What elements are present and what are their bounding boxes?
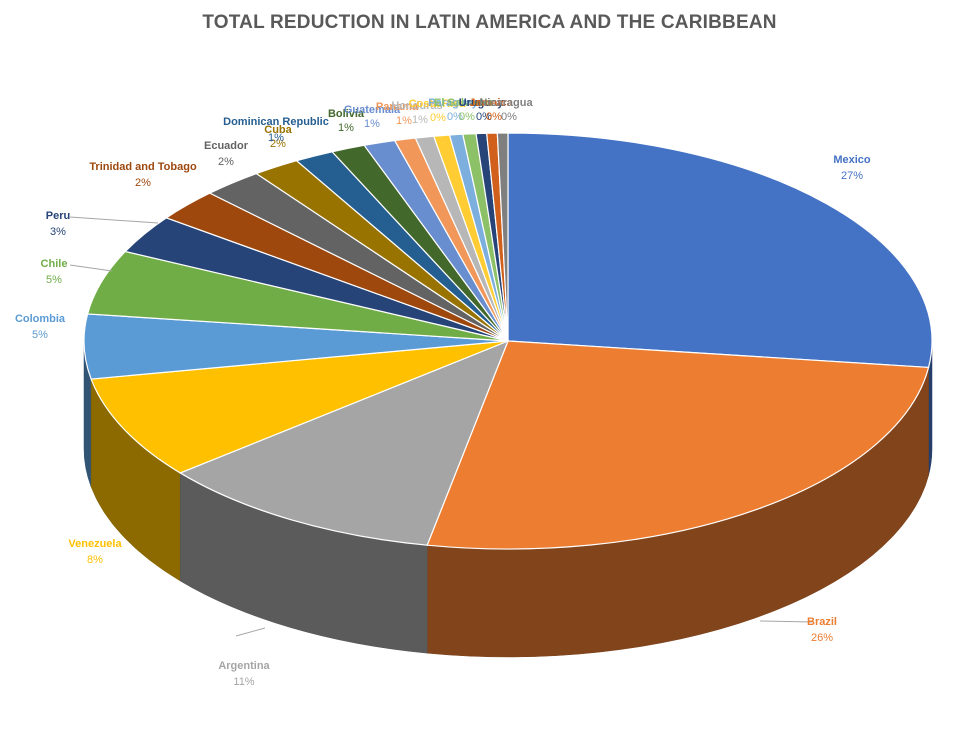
data-label-name: Costa Rica xyxy=(409,98,467,110)
data-label-name: Mexico xyxy=(833,154,871,166)
data-label-percent: 5% xyxy=(46,274,62,286)
data-label-percent: 26% xyxy=(811,632,833,644)
pie-slice-argentina[interactable] xyxy=(178,339,510,546)
data-label-percent: 2% xyxy=(270,138,286,150)
data-label-name: Argentina xyxy=(218,660,270,672)
leader-line-brazil xyxy=(759,620,813,623)
data-label-name: Ecuador xyxy=(204,140,249,152)
data-label-percent: 1% xyxy=(364,118,380,130)
data-label-name: Panama xyxy=(376,101,419,113)
data-label-percent: 0% xyxy=(486,111,502,123)
data-label-name: Colombia xyxy=(15,313,66,325)
data-label-name: Trinidad and Tobago xyxy=(89,161,197,173)
leader-line-peru xyxy=(69,216,159,224)
data-label-percent: 1% xyxy=(268,132,284,144)
data-label-percent: 2% xyxy=(218,156,234,168)
data-label-percent: 0% xyxy=(447,111,463,123)
data-label-percent: 27% xyxy=(841,170,863,182)
data-label-name: Jamaica xyxy=(469,97,513,109)
data-label-percent: 5% xyxy=(32,329,48,341)
data-label-name: Uruguay xyxy=(459,97,505,109)
data-label-percent: 1% xyxy=(338,122,354,134)
data-label-percent: 8% xyxy=(87,554,103,566)
data-label-name: Paraguay xyxy=(428,97,478,109)
data-label-percent: 0% xyxy=(459,111,475,123)
data-label-percent: 0% xyxy=(430,112,446,124)
pie-slice-venezuela[interactable] xyxy=(90,340,509,474)
data-label-percent: 0% xyxy=(501,111,517,123)
data-label-percent: 1% xyxy=(412,114,428,126)
data-label-name: Bolivia xyxy=(328,108,365,120)
data-label-percent: 0% xyxy=(476,111,492,123)
data-label-name: Chile xyxy=(41,258,68,270)
data-label-name: Peru xyxy=(46,210,70,222)
pie-slice-brazil[interactable] xyxy=(426,340,930,550)
data-label-name: El Salvador xyxy=(434,97,495,109)
data-label-name: Nicaragua xyxy=(479,97,533,109)
chart-title: TOTAL REDUCTION IN LATIN AMERICA AND THE… xyxy=(202,12,777,33)
data-label-percent: 1% xyxy=(396,115,412,127)
pie-slice-nicaragua[interactable] xyxy=(496,132,509,342)
pie-slice-mexico[interactable] xyxy=(507,132,933,369)
leader-line-chile xyxy=(69,264,113,272)
data-label-name: Brazil xyxy=(807,616,837,628)
data-label-name: Cuba xyxy=(264,124,292,136)
data-label-name: Honduras xyxy=(391,100,442,112)
data-label-name: Venezuela xyxy=(68,538,122,550)
leader-line-argentina xyxy=(235,627,266,637)
data-label-percent: 2% xyxy=(135,177,151,189)
data-label-name: Dominican Republic xyxy=(223,116,329,128)
data-label-name: Guatemala xyxy=(344,104,401,116)
data-label-percent: 3% xyxy=(50,226,66,238)
data-label-percent: 11% xyxy=(233,676,254,688)
